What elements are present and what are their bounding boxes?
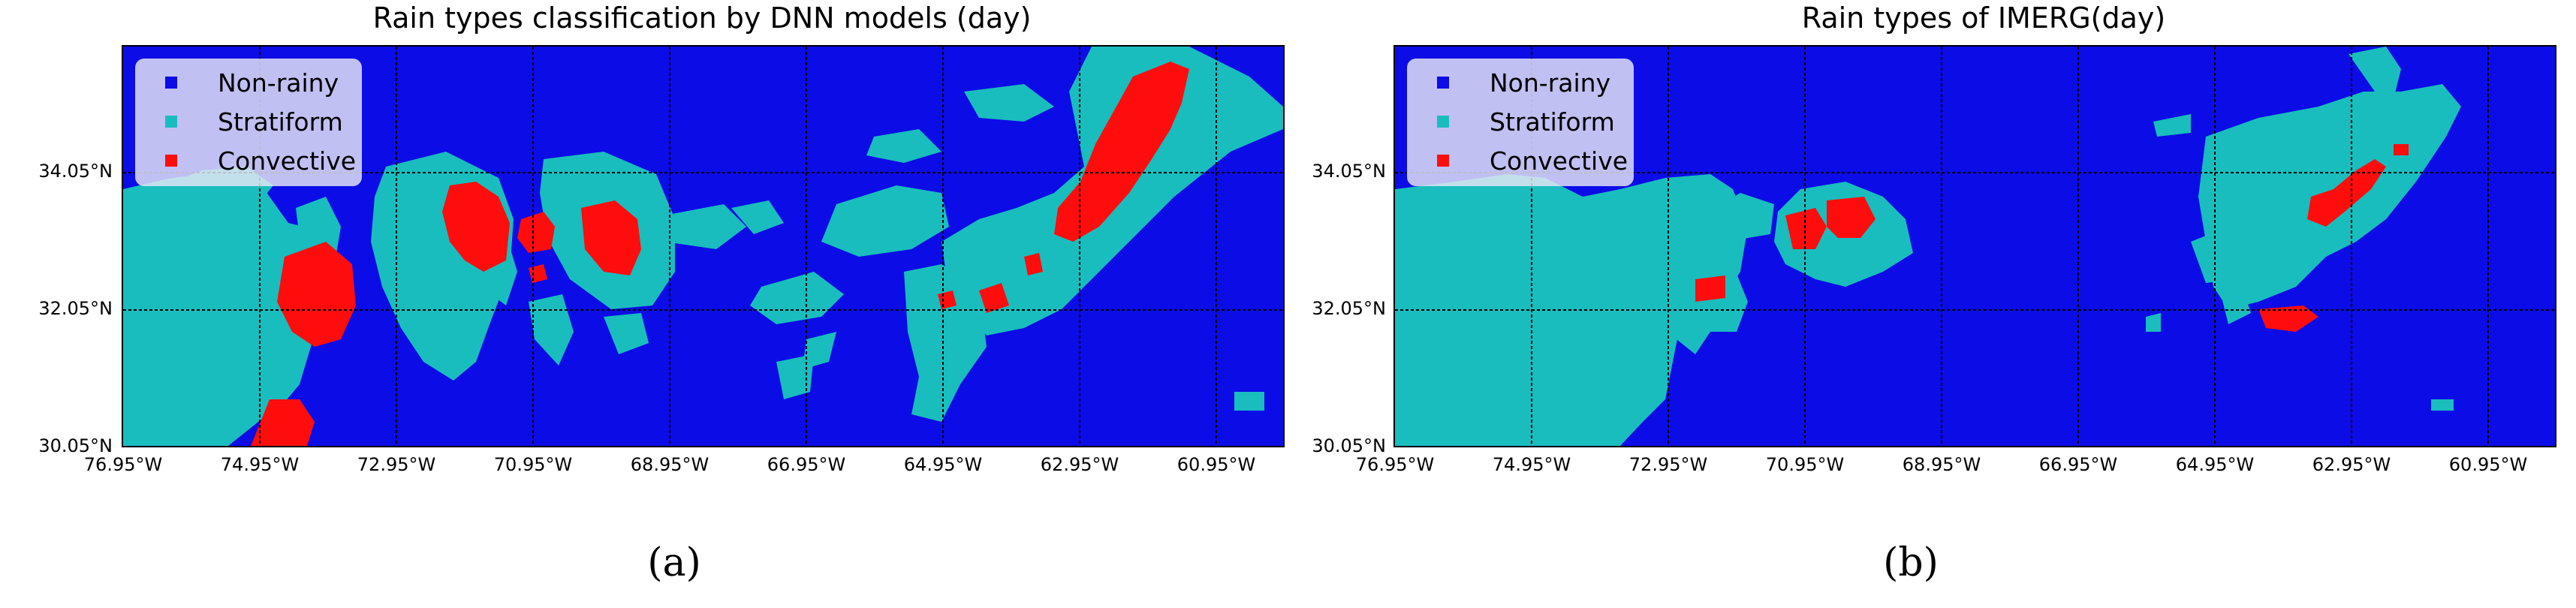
lon-tick: 64.95°W <box>903 454 983 475</box>
convective-region <box>1024 253 1043 275</box>
convective-swatch <box>1437 155 1449 167</box>
convective-region <box>251 399 315 446</box>
lat-tick: 32.05°N <box>38 298 113 319</box>
stratiform-swatch <box>1437 116 1449 128</box>
stratiform-region <box>866 129 942 163</box>
lon-tick: 74.95°W <box>1492 454 1571 475</box>
convective-region <box>581 200 641 275</box>
graticule <box>1395 47 2555 446</box>
legend-item-convective: Convective <box>1437 146 1628 176</box>
convective-region <box>1785 208 1827 249</box>
legend-label: Non-rainy <box>218 68 339 98</box>
stratiform-region <box>2431 399 2454 411</box>
panel-caption: (b) <box>1883 540 1939 585</box>
lon-tick: 68.95°W <box>1902 454 1981 475</box>
stratiform-swatch <box>165 116 177 128</box>
lon-tick: 72.95°W <box>1628 454 1708 475</box>
map-legend: Non-rainy Stratiform Convective <box>1407 59 1634 186</box>
non-rainy-swatch <box>1437 77 1449 89</box>
panel-title: Rain types classification by DNN models … <box>372 2 1032 35</box>
stratiform-region <box>123 173 320 446</box>
panel-caption: (a) <box>647 540 701 585</box>
lat-tick: 34.05°N <box>38 161 113 182</box>
lon-tick: 62.95°W <box>1040 454 1119 475</box>
stratiform-region <box>904 264 987 422</box>
legend-item-convective: Convective <box>165 146 356 176</box>
lon-tick: 70.95°W <box>1765 454 1845 475</box>
convective-region <box>442 182 510 272</box>
legend-label: Convective <box>218 146 357 176</box>
stratiform-region <box>2349 47 2401 99</box>
stratiform-region <box>1234 392 1264 411</box>
map-canvas <box>123 47 1283 446</box>
non-rainy-swatch <box>165 77 177 89</box>
legend-label: Stratiform <box>1490 107 1615 137</box>
convective-region <box>2258 306 2318 332</box>
panel-title: Rain types of IMERG(day) <box>1801 2 2166 35</box>
lat-tick: 32.05°N <box>1312 298 1386 319</box>
lon-tick: 60.95°W <box>1177 454 1256 475</box>
stratiform-region <box>731 200 784 234</box>
convective-region <box>1695 275 1725 302</box>
stratiform-region <box>821 185 949 257</box>
panel-b: Rain types of IMERG(day) <box>1288 0 2576 608</box>
lon-tick: 64.95°W <box>2175 454 2255 475</box>
lon-tick: 70.95°W <box>493 454 573 475</box>
legend-label: Convective <box>1490 146 1628 176</box>
rain-type-map: Non-rainy Stratiform Convective <box>122 45 1285 447</box>
legend-item-stratiform: Stratiform <box>165 107 343 137</box>
lon-tick: 76.95°W <box>83 454 163 475</box>
stratiform-region <box>2153 114 2191 137</box>
stratiform-region <box>1395 174 1748 446</box>
graticule <box>123 47 1283 446</box>
legend-item-non-rainy: Non-rainy <box>165 68 339 98</box>
rain-type-map: Non-rainy Stratiform Convective <box>1393 45 2556 447</box>
lat-tick: 34.05°N <box>1312 161 1386 182</box>
stratiform-region <box>168 377 228 399</box>
lat-tick: 30.05°N <box>1312 435 1386 456</box>
convective-region <box>979 283 1009 313</box>
convective-region <box>277 242 356 347</box>
legend-label: Stratiform <box>218 107 343 137</box>
convective-region <box>1827 197 1876 238</box>
stratiform-region <box>2191 227 2251 283</box>
lon-tick: 62.95°W <box>2312 454 2391 475</box>
lon-tick: 72.95°W <box>357 454 436 475</box>
convective-region <box>2307 159 2386 227</box>
legend-item-stratiform: Stratiform <box>1437 107 1615 137</box>
stratiform-region <box>664 204 746 249</box>
lon-tick: 68.95°W <box>630 454 710 475</box>
stratiform-region <box>604 313 649 354</box>
map-canvas <box>1395 47 2555 446</box>
lon-tick: 76.95°W <box>1355 454 1435 475</box>
panel-a: Rain types classification by DNN models … <box>38 2 1285 585</box>
lon-tick: 74.95°W <box>220 454 300 475</box>
stratiform-region <box>776 354 814 399</box>
lat-tick: 30.05°N <box>38 435 113 456</box>
lon-tick: 60.95°W <box>2448 454 2528 475</box>
lon-tick: 66.95°W <box>767 454 846 475</box>
convective-swatch <box>165 155 177 167</box>
convective-region <box>2394 144 2409 155</box>
stratiform-region <box>2146 313 2161 332</box>
stratiform-region <box>964 84 1054 122</box>
stratiform-region <box>750 272 844 324</box>
convective-region <box>1054 62 1189 242</box>
stratiform-region <box>1654 193 1774 287</box>
map-legend: Non-rainy Stratiform Convective <box>135 59 362 186</box>
stratiform-region <box>2221 290 2251 324</box>
legend-item-non-rainy: Non-rainy <box>1437 68 1610 98</box>
lon-tick: 66.95°W <box>2038 454 2118 475</box>
stratiform-region <box>529 294 574 366</box>
legend-label: Non-rainy <box>1490 68 1611 98</box>
convective-region <box>517 212 555 253</box>
